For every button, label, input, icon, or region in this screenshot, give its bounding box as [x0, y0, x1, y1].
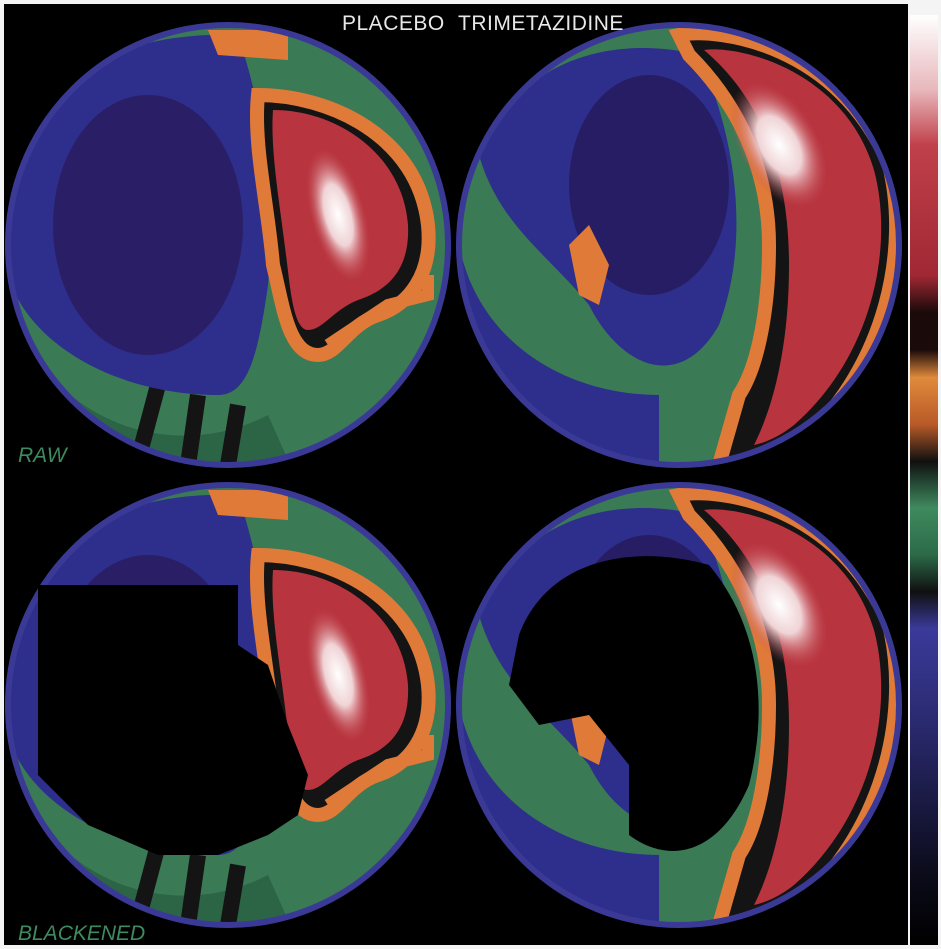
row-label-raw: RAW	[18, 444, 69, 467]
polar-map-trimetazidine-blackened	[459, 485, 899, 925]
row-label-blackened: BLACKENED	[18, 922, 145, 945]
color-scale	[910, 15, 938, 945]
title-placebo: PLACEBO	[342, 12, 445, 35]
figure: PLACEBO TRIMETAZIDINE RAW BLACKENED	[0, 0, 941, 949]
polar-map-trimetazidine-raw	[459, 25, 899, 465]
title-trimetazidine: TRIMETAZIDINE	[458, 12, 624, 35]
